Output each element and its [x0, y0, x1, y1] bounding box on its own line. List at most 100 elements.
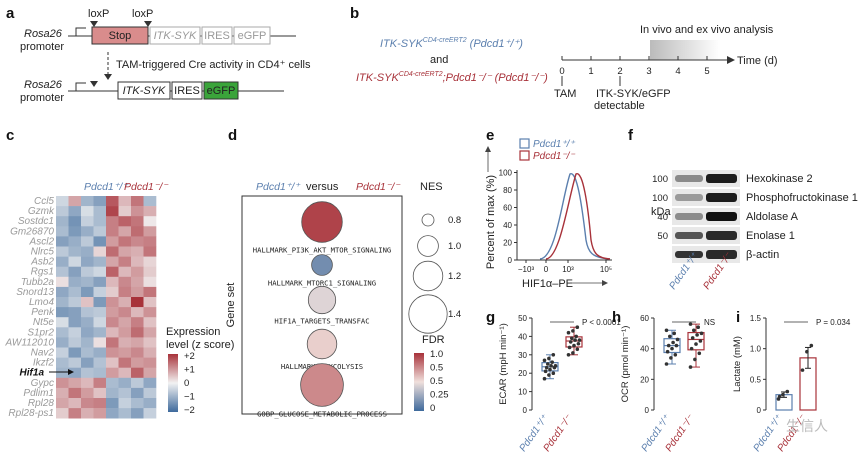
- d-nes-tick: 1.4: [448, 309, 461, 320]
- heatmap-cell: [106, 297, 119, 308]
- heatmap-cell: [131, 216, 144, 227]
- f-band-label: Phosphofructokinase 1: [746, 192, 858, 204]
- heatmap-cell: [56, 337, 69, 348]
- heatmap-cell: [81, 317, 94, 328]
- egfp-box: [203, 81, 239, 100]
- heatmap-cell: [68, 327, 82, 338]
- heatmap-cell: [81, 337, 94, 348]
- i-plot-p-value: P = 0.034: [816, 318, 851, 327]
- d-fdr-tick: 0.5: [430, 363, 443, 374]
- d-fdr-title: FDR: [422, 334, 445, 346]
- panel-label-e: e: [486, 127, 494, 144]
- heatmap-cell: [118, 398, 132, 409]
- promoter-label-bottom: promoter: [20, 92, 64, 104]
- h-plot-point: [690, 336, 695, 340]
- d-nes-tick: 1.0: [448, 241, 461, 252]
- heatmap-cell: [81, 226, 94, 237]
- g-plot-point: [566, 330, 571, 335]
- g-plot-point: [568, 340, 573, 344]
- ires-label-top: IRES: [204, 30, 230, 42]
- i-plot-y-tick: 0: [757, 406, 762, 415]
- heatmap-gene-label: Penk: [31, 307, 55, 318]
- heatmap-cell: [93, 196, 107, 207]
- heatmap-cell: [118, 206, 132, 217]
- heatmap-cell: [56, 266, 69, 278]
- g-plot-point: [572, 343, 576, 348]
- f-band-label: Hexokinase 2: [746, 173, 813, 185]
- heatmap-cell: [93, 398, 107, 409]
- d-y-axis-label: Gene set: [225, 283, 237, 328]
- stop-label: Stop: [109, 30, 132, 42]
- heatmap-cell: [118, 236, 132, 247]
- g-plot-y-tick: 50: [518, 314, 527, 323]
- b-ticks: 0 1 2 3 4 5: [559, 56, 710, 86]
- heatmap-cell: [131, 286, 144, 298]
- heatmap-cell: [143, 297, 157, 308]
- heatmap-cell: [106, 196, 119, 207]
- heatmap-cell: [81, 367, 94, 379]
- heatmap-cell: [56, 327, 69, 338]
- heatmap-cell: [93, 266, 107, 278]
- c-legend-tick: −1: [184, 392, 195, 403]
- heatmap-cell: [68, 206, 82, 217]
- heatmap-cell: [106, 236, 119, 247]
- b-tick-label: 1: [588, 66, 593, 77]
- heatmap-cell: [118, 347, 132, 358]
- heatmap-cell: [93, 307, 107, 318]
- heatmap-cell: [93, 377, 107, 389]
- heatmap-cell: [143, 307, 157, 318]
- h-plot-point: [675, 337, 680, 342]
- b-line2-sup: CD4-creERT2: [399, 71, 443, 78]
- c-legend-tick: +2: [184, 351, 195, 362]
- heatmap-cell: [106, 357, 119, 368]
- heatmap-gene-label: Gm26870: [10, 226, 54, 237]
- heatmap-cell: [131, 256, 144, 267]
- panel-label-b: b: [350, 5, 359, 22]
- e-y-tick: 100: [499, 169, 513, 178]
- heatmap-cell: [81, 276, 94, 288]
- panel-f: f 100 Hexokinase 2 100 Phosphofructokinase …: [628, 127, 858, 292]
- heatmap-cell: [68, 317, 82, 328]
- heatmap-cell: [68, 226, 82, 237]
- d-nes-tick: 0.8: [448, 215, 461, 226]
- heatmap-cell: [93, 317, 107, 328]
- heatmap-cell: [106, 367, 119, 379]
- h-plot-point: [699, 331, 704, 336]
- heatmap-gene-label: Hif1a: [20, 368, 45, 379]
- e-x-ticks: −10³ 0 10³ 10⁵: [518, 260, 612, 274]
- heatmap-cell: [93, 246, 107, 257]
- heatmap-cell: [81, 236, 94, 247]
- itk-syk-label-top: ITK-SYK: [154, 30, 197, 42]
- g-plot-y-tick: 20: [518, 369, 527, 378]
- heatmap-cell: [143, 317, 157, 328]
- heatmap-gene-label: Rgs1: [31, 267, 54, 278]
- panel-c: c Pdcd1⁺/⁺ Pdcd1⁻/⁻ Ccl5GzmkSostdc1Gm268…: [4, 127, 234, 419]
- heatmap-cell: [56, 317, 69, 328]
- heatmap-gene-label: Nlrc5: [31, 247, 55, 258]
- heatmap-cell: [56, 398, 69, 409]
- b-detectable: detectable: [594, 100, 645, 112]
- heatmap-cell: [143, 216, 157, 227]
- h-plot-point: [688, 365, 693, 369]
- heatmap-cell: [93, 347, 107, 358]
- heatmap-cell: [118, 216, 132, 227]
- heatmap-cell: [106, 377, 119, 389]
- heatmap-cell: [143, 387, 157, 399]
- heatmap-cell: [143, 266, 157, 278]
- heatmap-cell: [68, 377, 82, 389]
- heatmap-cell: [106, 327, 119, 338]
- g-plot-point: [573, 338, 577, 342]
- heatmap-cell: [131, 408, 144, 419]
- heatmap-cell: [56, 206, 69, 217]
- heatmap-cell: [131, 367, 144, 379]
- heatmap-cell: [81, 216, 94, 227]
- rosa26-label-top: Rosa26: [24, 28, 63, 40]
- heatmap-cell: [118, 307, 132, 318]
- heatmap-cell: [131, 206, 144, 217]
- d-nes-title: NES: [420, 181, 443, 193]
- heatmap-cell: [143, 206, 157, 217]
- heatmap-cell: [81, 408, 94, 419]
- egfp-label-bottom: eGFP: [207, 85, 236, 97]
- f-western-blot: 100 Hexokinase 2 100 Phosphofructokinase 1 4…: [652, 170, 858, 263]
